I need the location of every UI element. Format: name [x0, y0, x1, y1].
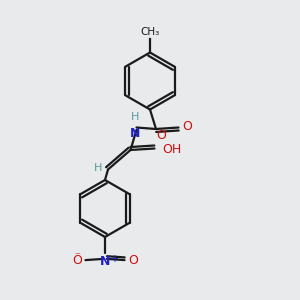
Text: ⁻: ⁻ — [74, 251, 80, 261]
Text: N: N — [100, 255, 110, 268]
Text: O: O — [156, 129, 166, 142]
Text: OH: OH — [162, 143, 181, 157]
Text: O: O — [182, 120, 192, 134]
Text: N: N — [130, 127, 140, 140]
Text: +: + — [110, 254, 118, 264]
Text: H: H — [94, 163, 103, 173]
Text: O: O — [128, 254, 138, 268]
Text: CH₃: CH₃ — [140, 27, 160, 37]
Text: H: H — [131, 112, 139, 122]
Text: O: O — [72, 254, 82, 268]
